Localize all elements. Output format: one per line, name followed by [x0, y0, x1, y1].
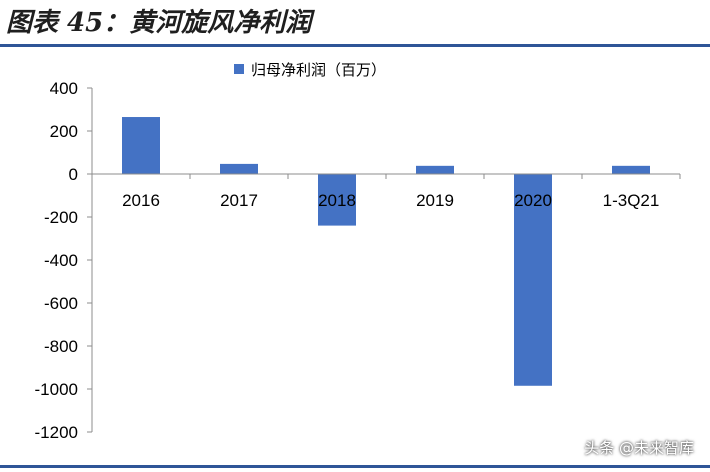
- y-tick-label: -1000: [35, 380, 78, 399]
- y-tick-label: -200: [44, 208, 78, 227]
- legend-swatch: [234, 64, 244, 74]
- bar: [416, 165, 454, 174]
- x-tick-label: 2018: [318, 191, 356, 210]
- bar: [220, 163, 258, 174]
- bar: [122, 117, 160, 174]
- y-tick-label: -800: [44, 337, 78, 356]
- legend: 归母净利润（百万）: [234, 61, 386, 79]
- y-tick-label: 200: [50, 122, 78, 141]
- x-tick-label: 2016: [122, 191, 160, 210]
- x-tick-label: 2019: [416, 191, 454, 210]
- title-rule: [0, 44, 710, 47]
- x-tick-label: 1-3Q21: [603, 191, 660, 210]
- y-tick-label: 0: [69, 165, 78, 184]
- legend-label: 归母净利润（百万）: [251, 61, 386, 79]
- bar: [318, 174, 356, 226]
- y-tick-label: -600: [44, 294, 78, 313]
- y-tick-label: -1200: [35, 423, 78, 442]
- bar: [514, 174, 552, 386]
- bar: [612, 165, 650, 174]
- x-tick-label: 2020: [514, 191, 552, 210]
- watermark: 头条 @未来智库: [584, 439, 694, 457]
- bottom-rule: [0, 465, 710, 468]
- plot-area: 400 200 0 -200 -400 -600 -800 -1000 -1200 2016 201…: [35, 79, 681, 442]
- page-title: 图表 45：黄河旋风净利润: [6, 8, 312, 38]
- x-tick-label: 2017: [220, 191, 258, 210]
- y-tick-label: 400: [50, 79, 78, 98]
- y-tick-label: -400: [44, 251, 78, 270]
